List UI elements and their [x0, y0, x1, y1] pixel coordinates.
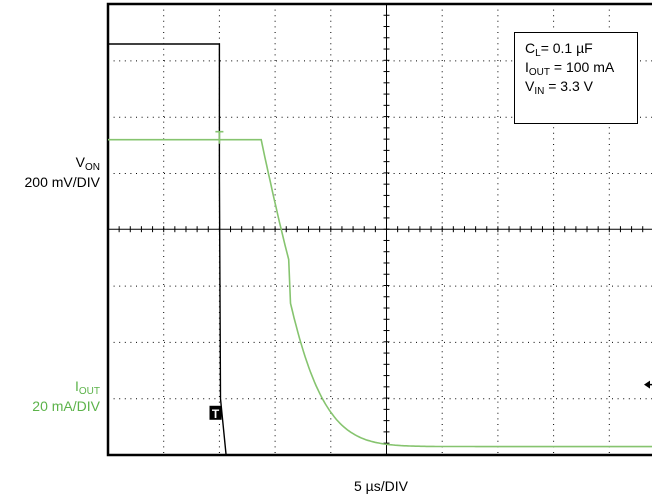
x-axis-label: 5 µs/DIV: [354, 478, 408, 494]
iout-trigger-marker: [215, 130, 224, 144]
iout-scale-label: 20 mA/DIV: [32, 398, 100, 414]
test-conditions-box: CL= 0.1 µF IOUT = 100 mA VIN = 3.3 V: [514, 32, 638, 124]
trigger-level-arrow: [644, 380, 650, 389]
von-trace: [108, 43, 652, 456]
von-ground-marker: [209, 405, 222, 420]
iout-trace: [107, 138, 652, 448]
iout-channel-label: IOUT: [75, 378, 100, 397]
condition-cl: CL= 0.1 µF: [525, 40, 593, 59]
von-channel-label: VON: [75, 154, 100, 173]
condition-iout: IOUT = 100 mA: [525, 59, 615, 78]
condition-vin: VIN = 3.3 V: [525, 78, 593, 97]
von-ground-marker-label: T: [212, 407, 220, 421]
von-scale-label: 200 mV/DIV: [24, 174, 100, 190]
